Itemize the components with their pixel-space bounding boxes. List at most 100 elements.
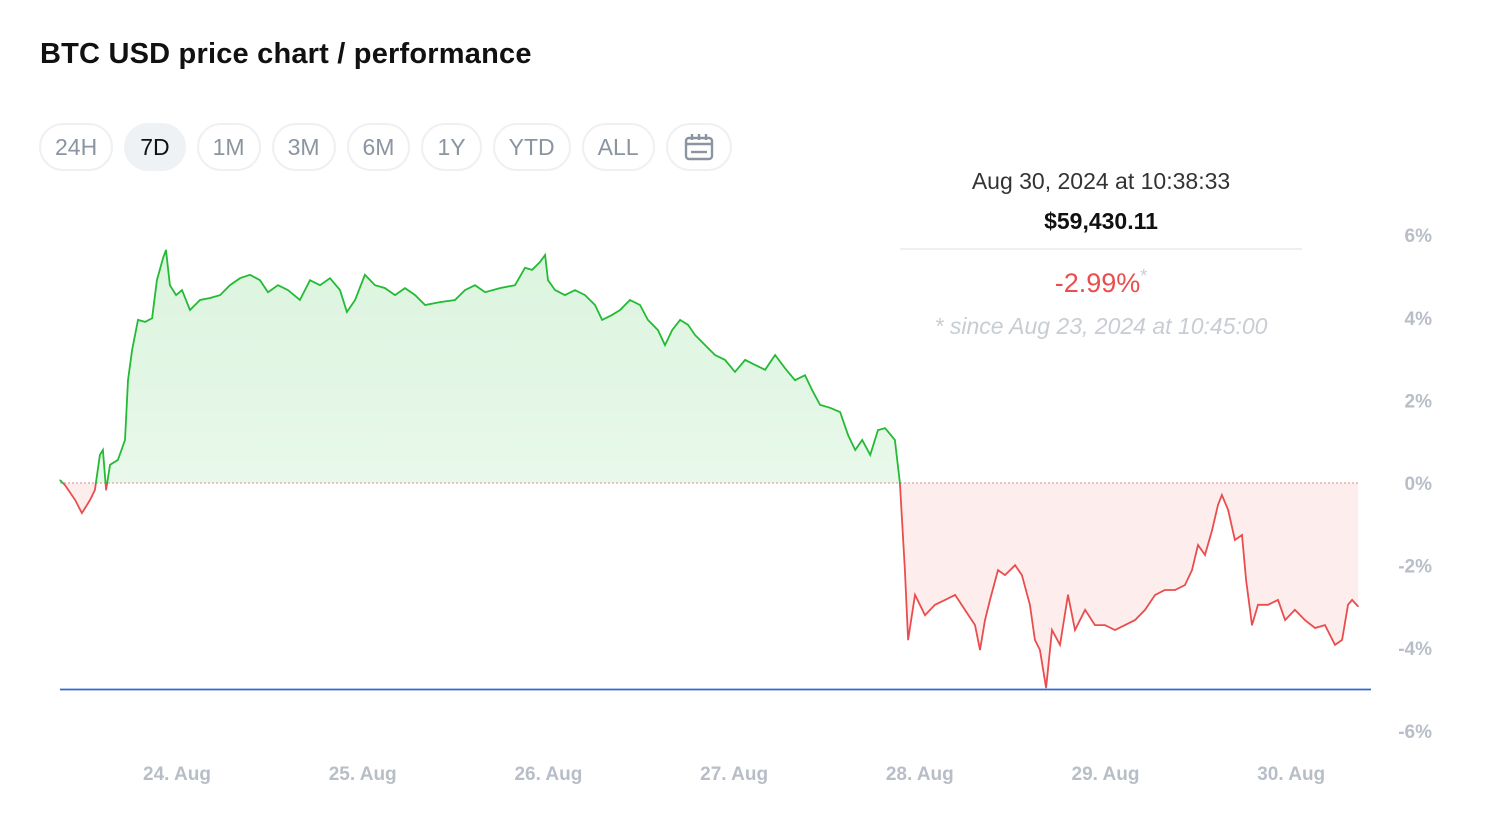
data-point (784, 367, 786, 369)
data-point (934, 604, 936, 606)
data-point (309, 279, 311, 281)
data-point (1341, 639, 1343, 641)
data-point (1347, 604, 1349, 606)
data-point (127, 379, 129, 381)
data-point (1059, 644, 1061, 646)
data-point (1084, 609, 1086, 611)
data-point (499, 287, 501, 289)
data-point (299, 299, 301, 301)
data-point (364, 274, 366, 276)
data-point (734, 371, 736, 373)
data-point (514, 284, 516, 286)
range-all-button[interactable]: ALL (581, 123, 655, 171)
data-point (229, 284, 231, 286)
data-point (984, 619, 986, 621)
data-point (1324, 624, 1326, 626)
data-point (944, 599, 946, 601)
range-6m-button[interactable]: 6M (346, 123, 411, 171)
data-point (219, 294, 221, 296)
data-point (1124, 624, 1126, 626)
data-point (997, 569, 999, 571)
calendar-icon (684, 134, 713, 161)
range-7d-button[interactable]: 7D (124, 123, 186, 171)
data-point (804, 374, 806, 376)
data-point (117, 459, 119, 461)
data-point (764, 369, 766, 371)
data-point (564, 294, 566, 296)
x-tick-label: 25. Aug (329, 764, 397, 785)
range-ytd-button[interactable]: YTD (492, 123, 571, 171)
data-point (1045, 687, 1047, 689)
data-point (694, 334, 696, 336)
data-point (914, 594, 916, 596)
x-tick-label: 28. Aug (886, 764, 954, 785)
y-tick-label: -4% (1398, 639, 1432, 660)
y-tick-label: -6% (1398, 722, 1432, 743)
data-point (1241, 534, 1243, 536)
range-1m-button[interactable]: 1M (196, 123, 261, 171)
tooltip-change: -2.99%* (900, 266, 1302, 299)
data-point (339, 289, 341, 291)
range-selector: 24H 7D 1M 3M 6M 1Y YTD ALL (39, 123, 732, 171)
data-point (554, 289, 556, 291)
data-point (1039, 649, 1041, 651)
page-title: BTC USD price chart / performance (40, 38, 532, 70)
data-point (1217, 504, 1219, 506)
data-point (109, 464, 111, 466)
tooltip-price: $59,430.11 (900, 208, 1302, 250)
data-point (974, 624, 976, 626)
data-point (424, 304, 426, 306)
data-point (1067, 594, 1069, 596)
data-point (165, 249, 167, 251)
x-tick-label: 26. Aug (514, 764, 582, 785)
data-point (1357, 605, 1359, 608)
data-point (671, 329, 673, 331)
data-point (175, 294, 177, 296)
data-point (199, 299, 201, 301)
data-point (346, 311, 348, 313)
data-point (594, 304, 596, 306)
data-point (1191, 569, 1193, 571)
data-point (374, 284, 376, 286)
data-point (664, 344, 666, 346)
data-point (454, 299, 456, 301)
range-1y-button[interactable]: 1Y (421, 123, 482, 171)
data-point (1004, 574, 1006, 576)
custom-range-button[interactable] (665, 123, 732, 171)
price-tooltip: Aug 30, 2024 at 10:38:33 $59,430.11 -2.9… (900, 168, 1302, 340)
data-point (839, 411, 841, 413)
y-tick-label: -2% (1398, 557, 1432, 578)
data-point (287, 289, 289, 291)
data-point (899, 482, 901, 484)
data-point (1227, 509, 1229, 511)
data-point (1284, 619, 1286, 621)
tooltip-asterisk: * (1140, 266, 1148, 286)
data-point (1221, 494, 1223, 496)
range-24h-button[interactable]: 24H (39, 123, 114, 171)
x-tick-label: 27. Aug (700, 764, 768, 785)
data-point (484, 291, 486, 293)
data-point (754, 364, 756, 366)
data-point (861, 439, 863, 441)
range-3m-button[interactable]: 3M (271, 123, 336, 171)
data-point (774, 354, 776, 356)
data-point (151, 317, 153, 319)
data-point (907, 639, 909, 641)
x-tick-label: 24. Aug (143, 764, 211, 785)
data-point (989, 599, 991, 601)
data-point (189, 309, 191, 311)
data-point (319, 284, 321, 286)
data-point (964, 609, 966, 611)
data-point (1351, 599, 1353, 601)
data-point (99, 454, 101, 456)
data-point (131, 349, 133, 351)
data-point (59, 479, 61, 481)
data-point (687, 324, 689, 326)
data-point (64, 484, 66, 486)
data-point (884, 427, 886, 429)
data-point (474, 284, 476, 286)
negative-area-fill (60, 483, 1359, 688)
x-tick-label: 29. Aug (1072, 764, 1140, 785)
data-point (584, 294, 586, 296)
